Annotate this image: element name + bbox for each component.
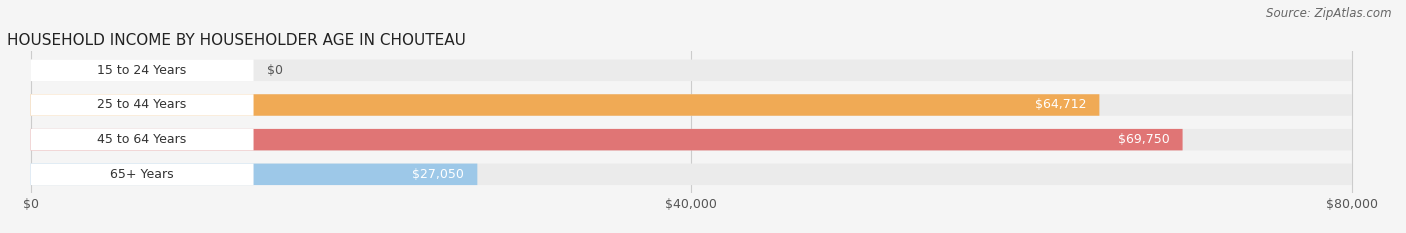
FancyBboxPatch shape [31,164,478,185]
Text: $0: $0 [267,64,283,77]
FancyBboxPatch shape [31,164,253,185]
Text: $27,050: $27,050 [412,168,464,181]
FancyBboxPatch shape [31,60,253,81]
Text: 15 to 24 Years: 15 to 24 Years [97,64,187,77]
FancyBboxPatch shape [31,164,1353,185]
Text: $64,712: $64,712 [1035,99,1087,112]
Text: Source: ZipAtlas.com: Source: ZipAtlas.com [1267,7,1392,20]
FancyBboxPatch shape [31,94,1353,116]
Text: 65+ Years: 65+ Years [110,168,174,181]
FancyBboxPatch shape [31,129,1353,151]
Text: $69,750: $69,750 [1118,133,1170,146]
Text: 45 to 64 Years: 45 to 64 Years [97,133,187,146]
FancyBboxPatch shape [31,94,253,116]
FancyBboxPatch shape [31,129,1182,151]
Text: HOUSEHOLD INCOME BY HOUSEHOLDER AGE IN CHOUTEAU: HOUSEHOLD INCOME BY HOUSEHOLDER AGE IN C… [7,33,465,48]
FancyBboxPatch shape [31,94,1099,116]
Text: 25 to 44 Years: 25 to 44 Years [97,99,187,112]
FancyBboxPatch shape [31,60,1353,81]
FancyBboxPatch shape [31,129,253,151]
